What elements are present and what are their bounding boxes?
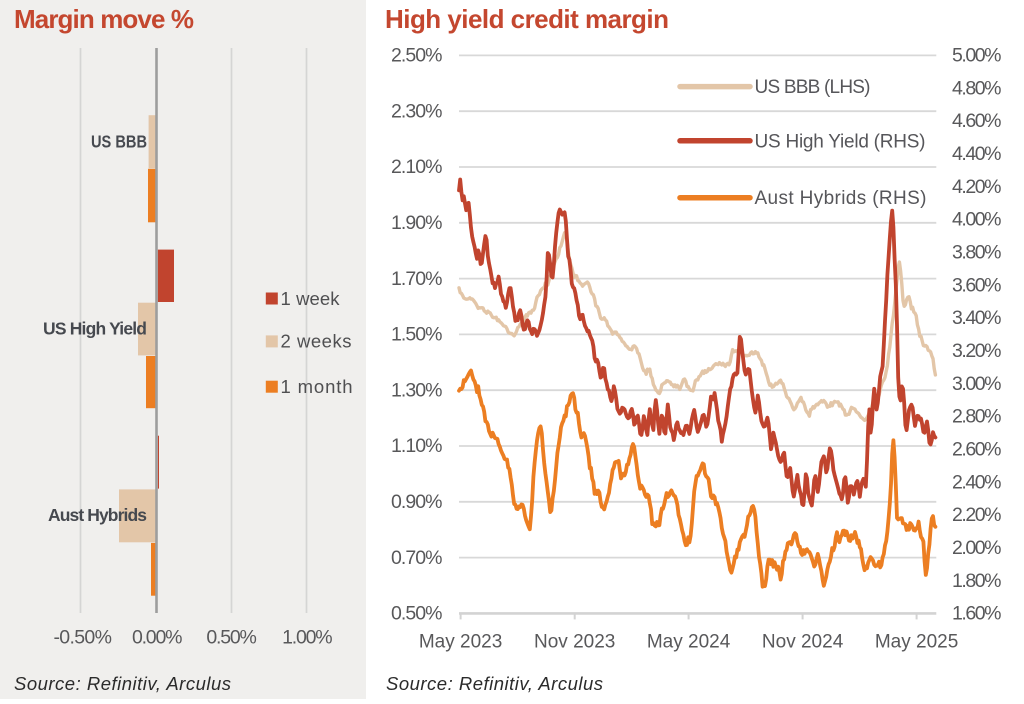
svg-text:1.50%: 1.50% <box>391 324 443 346</box>
svg-text:3.20%: 3.20% <box>952 340 1002 362</box>
svg-text:US BBB (LHS): US BBB (LHS) <box>755 77 871 98</box>
svg-text:Source: Refinitiv, Arculus: Source: Refinitiv, Arculus <box>14 673 231 694</box>
svg-text:3.00%: 3.00% <box>952 373 1002 395</box>
svg-text:4.40%: 4.40% <box>952 143 1002 165</box>
svg-text:2.20%: 2.20% <box>952 504 1002 526</box>
svg-text:2.30%: 2.30% <box>391 100 443 122</box>
svg-text:May 2025: May 2025 <box>875 632 958 653</box>
svg-text:1 week: 1 week <box>281 288 341 309</box>
svg-text:2.40%: 2.40% <box>952 471 1002 493</box>
svg-text:2.50%: 2.50% <box>391 45 443 67</box>
svg-text:US High Yield (RHS): US High Yield (RHS) <box>755 131 926 152</box>
svg-text:Margin move %: Margin move % <box>14 4 194 34</box>
svg-text:1.90%: 1.90% <box>391 212 443 234</box>
svg-text:3.40%: 3.40% <box>952 307 1002 329</box>
svg-text:1 month: 1 month <box>281 376 353 397</box>
svg-text:Aust Hybrids: Aust Hybrids <box>48 505 147 525</box>
svg-text:2 weeks: 2 weeks <box>281 331 352 352</box>
svg-text:4.60%: 4.60% <box>952 110 1002 132</box>
svg-text:5.00%: 5.00% <box>952 45 1002 67</box>
svg-text:Source: Refinitiv, Arculus: Source: Refinitiv, Arculus <box>386 673 603 694</box>
svg-text:4.20%: 4.20% <box>952 176 1002 198</box>
svg-text:US BBB: US BBB <box>91 132 147 152</box>
svg-text:1.30%: 1.30% <box>391 379 443 401</box>
svg-text:1.80%: 1.80% <box>952 570 1002 592</box>
svg-text:4.00%: 4.00% <box>952 209 1002 231</box>
svg-text:May 2023: May 2023 <box>419 632 502 653</box>
svg-text:1.60%: 1.60% <box>952 603 1002 625</box>
svg-text:2.10%: 2.10% <box>391 156 443 178</box>
svg-text:0.50%: 0.50% <box>206 627 257 649</box>
svg-text:Nov 2024: Nov 2024 <box>762 632 844 653</box>
svg-text:0.00%: 0.00% <box>132 627 183 649</box>
svg-text:May 2024: May 2024 <box>647 632 731 653</box>
svg-text:Aust Hybrids (RHS): Aust Hybrids (RHS) <box>755 188 927 209</box>
svg-text:0.50%: 0.50% <box>391 603 443 625</box>
svg-text:0.70%: 0.70% <box>391 547 443 569</box>
svg-text:2.00%: 2.00% <box>952 537 1002 559</box>
svg-text:1.00%: 1.00% <box>282 627 333 649</box>
svg-text:2.80%: 2.80% <box>952 406 1002 428</box>
svg-text:0.90%: 0.90% <box>391 491 443 513</box>
svg-text:4.80%: 4.80% <box>952 77 1002 99</box>
svg-text:3.60%: 3.60% <box>952 274 1002 296</box>
svg-text:3.80%: 3.80% <box>952 242 1002 264</box>
svg-text:-0.50%: -0.50% <box>53 627 112 649</box>
svg-text:1.70%: 1.70% <box>391 268 443 290</box>
svg-text:High yield credit margin: High yield credit margin <box>385 4 669 34</box>
svg-text:Nov 2023: Nov 2023 <box>534 632 615 653</box>
svg-text:1.10%: 1.10% <box>391 435 443 457</box>
svg-text:US High Yield: US High Yield <box>43 318 147 338</box>
svg-text:2.60%: 2.60% <box>952 439 1002 461</box>
